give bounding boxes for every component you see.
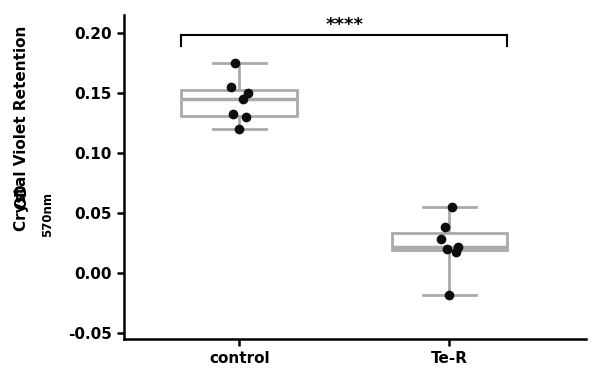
Bar: [181, 90, 297, 116]
Text: OD: OD: [14, 184, 29, 209]
Text: Crystal Violet Retention: Crystal Violet Retention: [14, 25, 29, 231]
Text: 570nm: 570nm: [41, 192, 54, 237]
Bar: [392, 233, 507, 250]
Text: ****: ****: [325, 16, 364, 34]
